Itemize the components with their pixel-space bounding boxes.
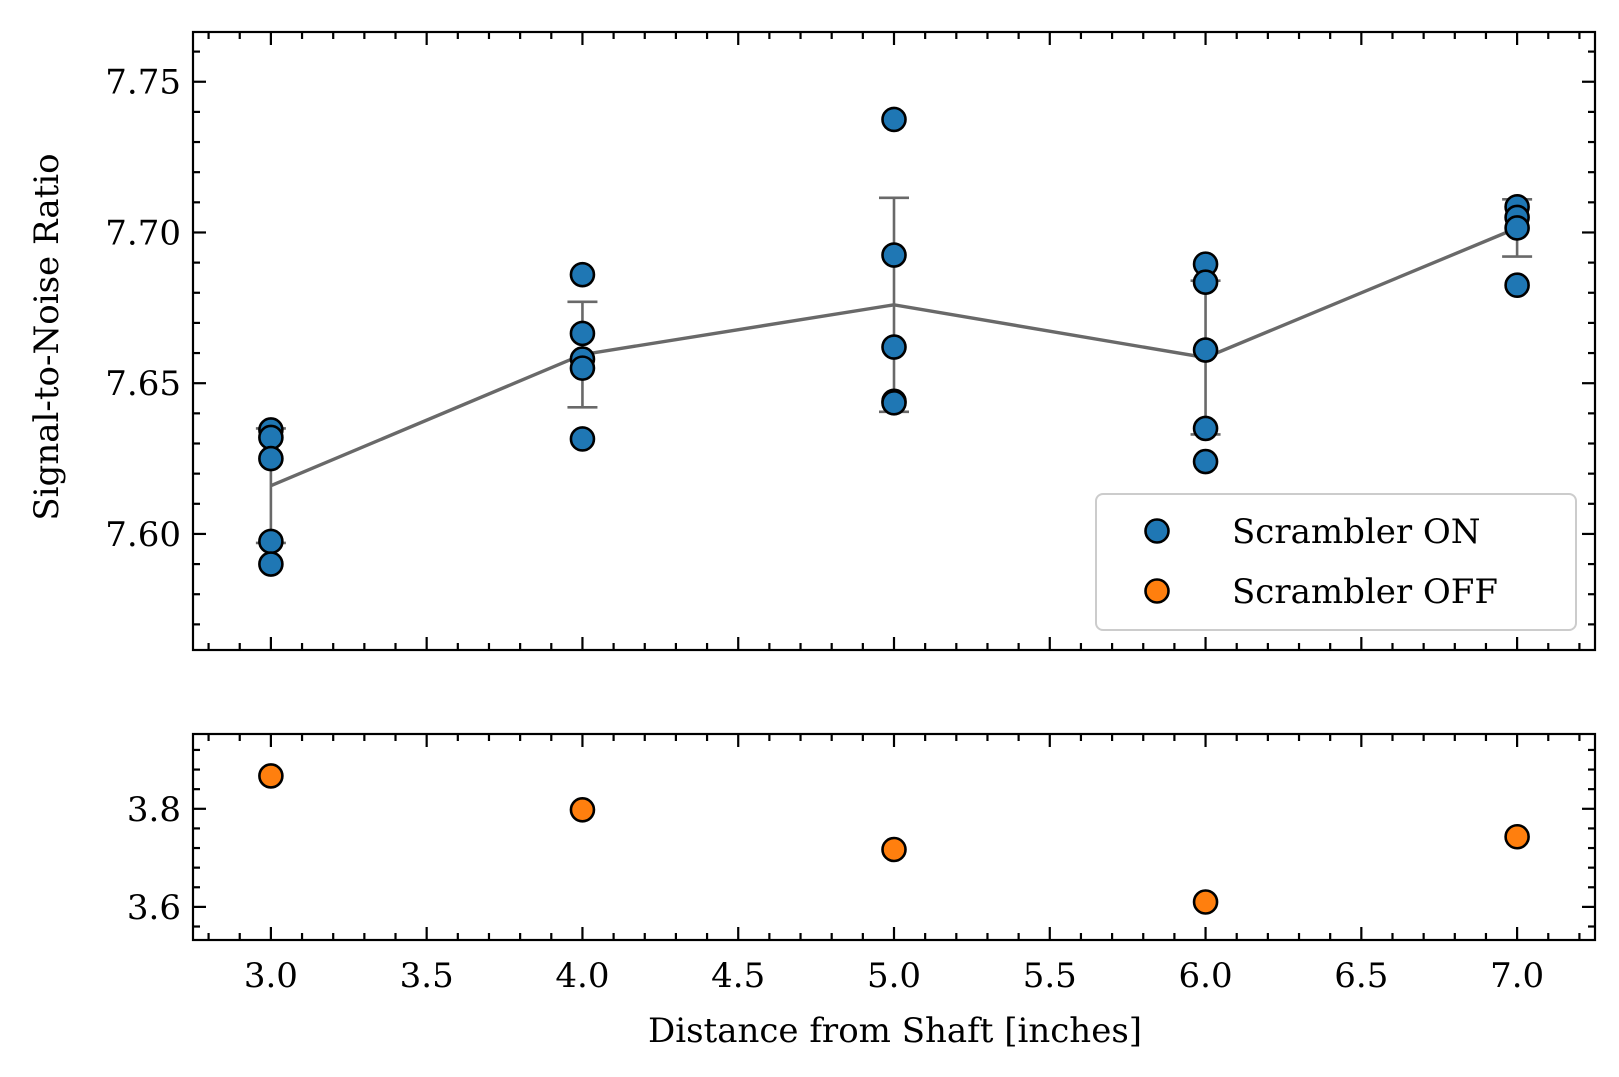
- legend-label: Scrambler OFF: [1232, 572, 1498, 612]
- data-point: [258, 528, 284, 555]
- data-point: [569, 426, 596, 452]
- x-tick-label: 4.5: [711, 956, 765, 996]
- x-tick-label: 7.0: [1490, 956, 1544, 996]
- y-tick-label: 3.8: [127, 790, 181, 830]
- data-point: [1504, 823, 1530, 850]
- y-tick-label: 7.60: [105, 515, 181, 555]
- data-point: [258, 445, 284, 472]
- data-point: [881, 242, 907, 268]
- x-tick-label: 4.0: [555, 956, 609, 996]
- data-point: [1192, 889, 1219, 915]
- legend-marker: [1144, 578, 1170, 604]
- data-point: [1192, 337, 1219, 363]
- data-point: [1504, 272, 1530, 299]
- data-point: [258, 763, 284, 789]
- y-axis-title: Signal-to-Noise Ratio: [27, 153, 67, 520]
- data-point: [1192, 269, 1219, 296]
- legend: Scrambler ON Scrambler OFF: [1095, 493, 1577, 631]
- data-point: [1192, 448, 1219, 475]
- x-axis-title: Distance from Shaft [inches]: [648, 1011, 1142, 1051]
- y-tick-label: 7.65: [105, 364, 181, 404]
- legend-marker: [1144, 518, 1170, 544]
- x-tick-label: 3.5: [400, 956, 454, 996]
- x-tick-label: 6.0: [1179, 956, 1233, 996]
- data-point: [569, 796, 596, 823]
- data-point: [881, 836, 907, 863]
- y-tick-label: 3.6: [127, 888, 181, 928]
- y-tick-label: 7.75: [105, 63, 181, 103]
- data-point: [1192, 415, 1219, 442]
- data-point: [569, 355, 596, 381]
- plot-frame: [191, 732, 1597, 942]
- data-point: [258, 551, 284, 577]
- x-tick-label: 5.0: [867, 956, 921, 996]
- bottom-panel: 3.6 3.8 3.0 3.5 4.0 4.5 5.0 5.5 6.0 6.5 7.0: [127, 732, 1597, 996]
- top-panel: 7.60 7.65 7.70 7.75: [105, 30, 1597, 652]
- plot-frame: [191, 30, 1597, 652]
- data-point: [881, 334, 907, 360]
- data-point: [1504, 215, 1530, 241]
- x-tick-label: 6.5: [1334, 956, 1388, 996]
- legend-label: Scrambler ON: [1232, 512, 1481, 552]
- data-point: [569, 320, 596, 347]
- x-tick-label: 5.5: [1023, 956, 1077, 996]
- data-point: [258, 424, 284, 451]
- legend-box: [1095, 493, 1577, 631]
- data-point: [881, 389, 907, 416]
- y-tick-label: 7.70: [105, 213, 181, 253]
- x-tick-label: 3.0: [244, 956, 298, 996]
- data-point: [881, 106, 907, 133]
- data-point: [569, 261, 596, 288]
